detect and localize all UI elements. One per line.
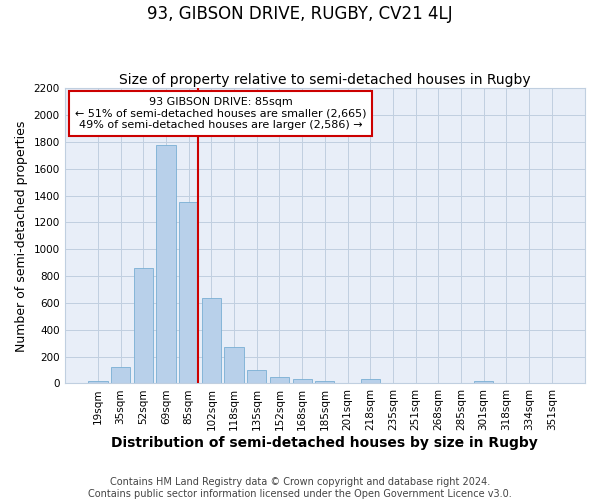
Bar [179,202,199,384]
Bar [474,381,493,384]
Bar [134,268,153,384]
Bar [315,381,334,384]
Bar [224,347,244,384]
Bar [157,144,176,384]
Bar [111,368,130,384]
X-axis label: Distribution of semi-detached houses by size in Rugby: Distribution of semi-detached houses by … [112,436,538,450]
Text: 93 GIBSON DRIVE: 85sqm
← 51% of semi-detached houses are smaller (2,665)
49% of : 93 GIBSON DRIVE: 85sqm ← 51% of semi-det… [75,97,367,130]
Bar [88,381,107,384]
Text: 93, GIBSON DRIVE, RUGBY, CV21 4LJ: 93, GIBSON DRIVE, RUGBY, CV21 4LJ [147,5,453,23]
Bar [361,380,380,384]
Y-axis label: Number of semi-detached properties: Number of semi-detached properties [15,120,28,352]
Bar [247,370,266,384]
Text: Contains HM Land Registry data © Crown copyright and database right 2024.
Contai: Contains HM Land Registry data © Crown c… [88,478,512,499]
Title: Size of property relative to semi-detached houses in Rugby: Size of property relative to semi-detach… [119,73,530,87]
Bar [270,376,289,384]
Bar [202,298,221,384]
Bar [293,380,312,384]
